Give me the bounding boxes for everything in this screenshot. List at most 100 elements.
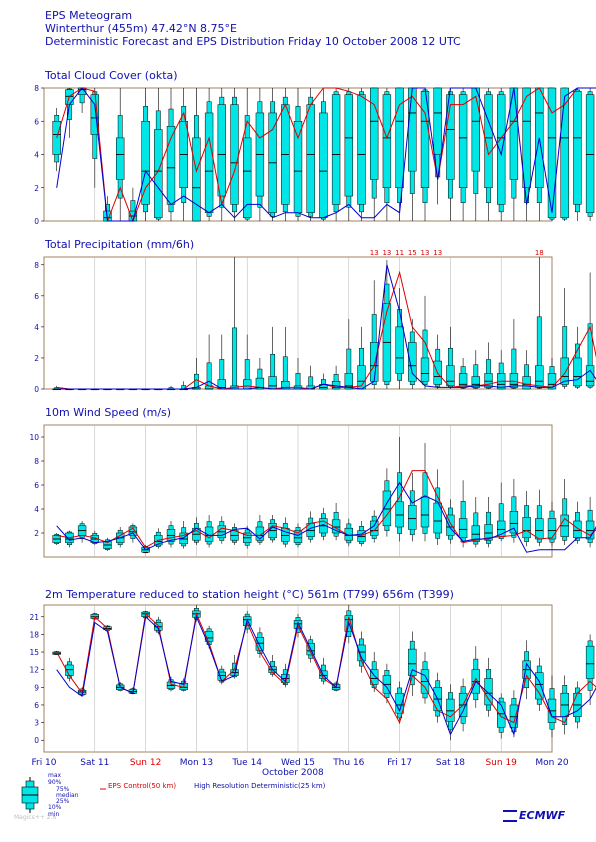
box-inner [357, 530, 366, 542]
box-inner [522, 517, 531, 539]
hres-line [56, 87, 596, 222]
control-line [56, 470, 596, 549]
x-tick-label: Thu 16 [332, 758, 364, 768]
box-inner [395, 326, 404, 374]
box-inner [230, 104, 239, 205]
control-line [56, 87, 596, 223]
x-tick-label: Fri 10 [31, 758, 56, 768]
y-tick-label: 2 [34, 529, 39, 538]
y-tick-label: 21 [29, 613, 39, 622]
box-inner [204, 112, 214, 213]
box-inner [395, 87, 404, 188]
box-inner [547, 518, 557, 540]
max-value-annotation: 13 [421, 249, 430, 257]
box-inner [522, 87, 531, 188]
box-inner [154, 129, 163, 218]
max-value-annotation: 18 [535, 249, 544, 257]
y-tick-label: 8 [34, 261, 39, 270]
hres-line [56, 264, 596, 390]
box-inner [255, 377, 265, 390]
box-inner [547, 87, 557, 218]
box-inner [471, 525, 480, 542]
box-inner [535, 672, 544, 700]
box-inner [484, 94, 493, 188]
x-tick-label: Mon 20 [535, 758, 569, 768]
panel-title-cloud: Total Cloud Cover (okta) [45, 69, 178, 82]
box-outer [232, 327, 237, 390]
box-inner [331, 94, 341, 205]
x-tick-label: Mon 13 [180, 758, 213, 768]
legend-box-glyph [21, 777, 39, 813]
box-inner [243, 137, 252, 218]
box-inner [382, 94, 392, 188]
box-inner [370, 669, 379, 685]
max-value-annotation: 15 [408, 249, 417, 257]
box-inner [458, 94, 468, 188]
legend-min: min [48, 811, 60, 818]
y-tick-label: 4 [34, 505, 39, 514]
y-tick-label: 2 [34, 354, 39, 363]
box-inner [446, 514, 455, 536]
box-inner [446, 365, 455, 387]
legend-p10: 10% [48, 804, 62, 811]
panel-title-wind: 10m Wind Speed (m/s) [45, 406, 172, 419]
legend-p75: 75% [56, 786, 70, 793]
x-tick-label: Tue 14 [231, 758, 262, 768]
box-inner [497, 94, 506, 205]
box-inner [217, 104, 226, 197]
magics-credit: Magics++ 2.6 [14, 814, 57, 821]
x-tick-label: Sat 18 [436, 758, 465, 768]
y-tick-label: 0 [34, 385, 39, 394]
box-inner [344, 94, 353, 197]
y-tick-label: 4 [34, 323, 39, 332]
box-inner [509, 704, 519, 728]
month-label: October 2008 [262, 768, 324, 778]
y-tick-label: 9 [34, 683, 39, 692]
hres-line [56, 615, 596, 737]
ecmwf-logo-mark [503, 810, 517, 822]
legend: max 90% 75% median 25% 10% min EPS Contr… [20, 772, 420, 825]
x-tick-label: Fri 17 [387, 758, 412, 768]
box-inner [433, 87, 442, 155]
box-inner [484, 524, 493, 541]
box-inner [433, 502, 442, 534]
box-inner [255, 637, 265, 651]
y-tick-label: 12 [29, 666, 39, 675]
max-value-annotation: 13 [433, 249, 442, 257]
box-inner [408, 342, 417, 382]
box-inner [458, 373, 468, 388]
box-inner [192, 137, 201, 222]
header: EPS Meteogram Winterthur (455m) 47.42°N … [45, 9, 461, 48]
ecmwf-logo-text: ECMWF [519, 809, 566, 822]
box-inner [128, 526, 138, 536]
box-outer [536, 316, 542, 389]
legend-p90: 90% [48, 779, 62, 786]
box-inner [319, 112, 328, 218]
meteogram-title: EPS Meteogram [45, 9, 133, 22]
box-inner [420, 357, 430, 382]
box-outer [587, 323, 593, 388]
max-value-annotation: 13 [370, 249, 379, 257]
box-inner [408, 505, 417, 530]
box-inner [585, 365, 595, 387]
y-tick-label: 15 [29, 648, 39, 657]
station-info: Winterthur (455m) 47.42°N 8.75°E [45, 22, 237, 35]
box-inner [509, 511, 519, 534]
x-tick-label: Wed 15 [281, 758, 315, 768]
box-inner [370, 342, 379, 382]
box-inner [382, 490, 392, 527]
box-inner [471, 376, 480, 388]
box-inner [585, 94, 595, 213]
panel-title-precip: Total Precipitation (mm/6h) [45, 238, 195, 251]
max-value-annotation: 11 [395, 249, 404, 257]
y-tick-label: 6 [34, 292, 39, 301]
legend-hres: High Resolution Deterministic(25 km) [194, 782, 326, 790]
box-inner [573, 357, 582, 387]
box-inner [446, 94, 455, 180]
box-inner [458, 518, 468, 539]
y-tick-label: 0 [34, 217, 39, 226]
y-tick-label: 2 [34, 184, 39, 193]
x-tick-label: Sun 19 [485, 758, 517, 768]
legend-control: EPS Control(50 km) [108, 782, 177, 790]
